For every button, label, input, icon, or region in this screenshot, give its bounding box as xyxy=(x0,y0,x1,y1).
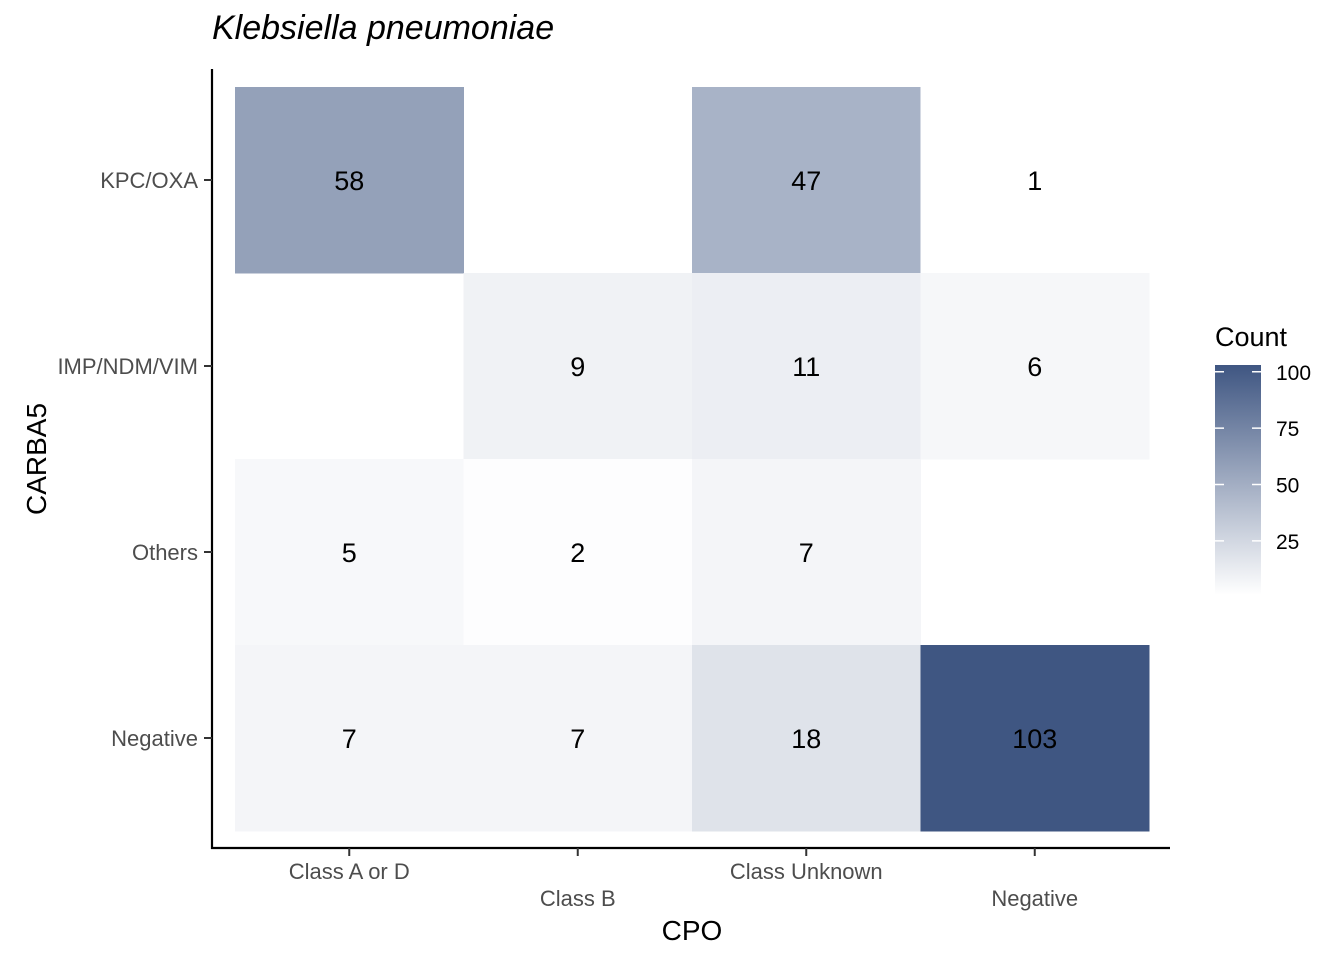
cell-value-label: 5 xyxy=(342,538,357,568)
cell-value-label: 6 xyxy=(1027,352,1042,382)
cell-value-label: 1 xyxy=(1027,166,1042,196)
cell-value-label: 47 xyxy=(791,166,821,196)
cell-value-label: 11 xyxy=(792,352,820,382)
heatmap-cell xyxy=(463,645,693,832)
y-axis-title: CARBA5 xyxy=(21,403,52,515)
cell-value-label: 9 xyxy=(570,352,585,382)
y-tick-label: KPC/OXA xyxy=(100,168,198,193)
x-axis-title: CPO xyxy=(662,915,723,946)
legend-tick-label: 100 xyxy=(1276,362,1311,385)
chart-title: Klebsiella pneumoniae xyxy=(212,9,554,47)
y-tick-label: IMP/NDM/VIM xyxy=(57,354,198,379)
legend-colorbar xyxy=(1215,365,1261,595)
heatmap-cell xyxy=(692,459,921,646)
legend-tick-label: 50 xyxy=(1276,475,1299,498)
cell-value-label: 7 xyxy=(342,724,357,754)
x-tick-label: Class A or D xyxy=(289,859,410,884)
heatmap-cell xyxy=(235,645,464,832)
x-tick-label: Class Unknown xyxy=(730,859,883,884)
legend-tick-label: 25 xyxy=(1276,531,1299,554)
y-axis-ticks: KPC/OXA IMP/NDM/VIM Others Negative xyxy=(57,168,212,751)
x-tick-label: Class B xyxy=(540,886,616,911)
heatmap-cell xyxy=(235,459,464,646)
legend-ticks: 25 50 75 100 xyxy=(1215,362,1311,554)
x-tick-label: Negative xyxy=(991,886,1078,911)
heatmap-cell xyxy=(692,645,921,832)
axes xyxy=(210,69,1170,850)
cell-value-label: 7 xyxy=(570,724,585,754)
heatmap-cell xyxy=(692,273,921,460)
cell-value-label: 18 xyxy=(791,724,821,754)
heatmap-cell xyxy=(692,87,921,274)
heatmap-cell xyxy=(920,273,1150,460)
cell-value-label: 2 xyxy=(570,538,585,568)
cell-value-label: 58 xyxy=(334,166,364,196)
cell-value-label: 7 xyxy=(799,538,814,568)
y-tick-label: Negative xyxy=(111,726,198,751)
y-tick-label: Others xyxy=(132,540,198,565)
heatmap-cell xyxy=(920,87,1150,274)
legend-title: Count xyxy=(1215,322,1288,352)
legend: Count 25 50 75 100 xyxy=(1215,322,1311,595)
x-axis-ticks: Class A or D Class B Class Unknown Negative xyxy=(289,848,1078,911)
cell-value-label: 103 xyxy=(1012,724,1057,754)
heatmap-cells: 58 47 1 9 11 6 5 2 7 7 7 18 103 xyxy=(235,87,1150,832)
heatmap-cell xyxy=(920,645,1150,832)
legend-tick-label: 75 xyxy=(1276,418,1299,441)
heatmap-cell xyxy=(463,459,693,646)
heatmap-cell xyxy=(463,273,693,460)
heatmap-cell xyxy=(235,87,464,274)
